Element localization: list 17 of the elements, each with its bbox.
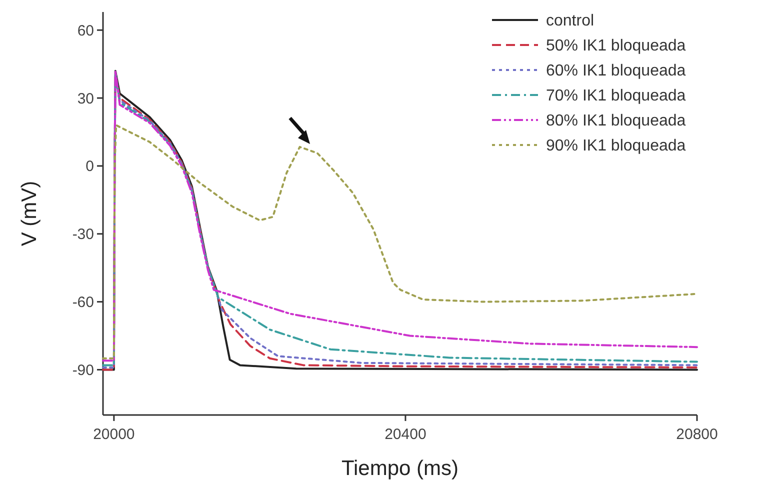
legend-label: 90% IK1 bloqueada <box>546 138 686 155</box>
x-tick-label: 20400 <box>384 426 426 443</box>
legend-label: 70% IK1 bloqueada <box>546 88 686 105</box>
y-axis-title: V (mV) <box>18 180 41 246</box>
y-tick-label: -90 <box>72 362 94 379</box>
y-tick-label: 0 <box>86 158 94 176</box>
legend-label: control <box>546 12 594 30</box>
legend-label: 60% IK1 bloqueada <box>546 62 686 80</box>
y-tick-label: 30 <box>77 90 94 108</box>
x-axis-title: Tiempo (ms) <box>341 457 459 480</box>
legend-label: 50% IK1 bloqueada <box>546 38 686 55</box>
x-tick-label: 20000 <box>93 426 135 443</box>
y-tick-label: 60 <box>77 22 94 40</box>
y-tick-label: -60 <box>72 294 94 312</box>
y-tick-label: -30 <box>72 226 94 244</box>
x-tick-label: 20800 <box>676 426 718 443</box>
legend-label: 80% IK1 bloqueada <box>546 112 686 130</box>
